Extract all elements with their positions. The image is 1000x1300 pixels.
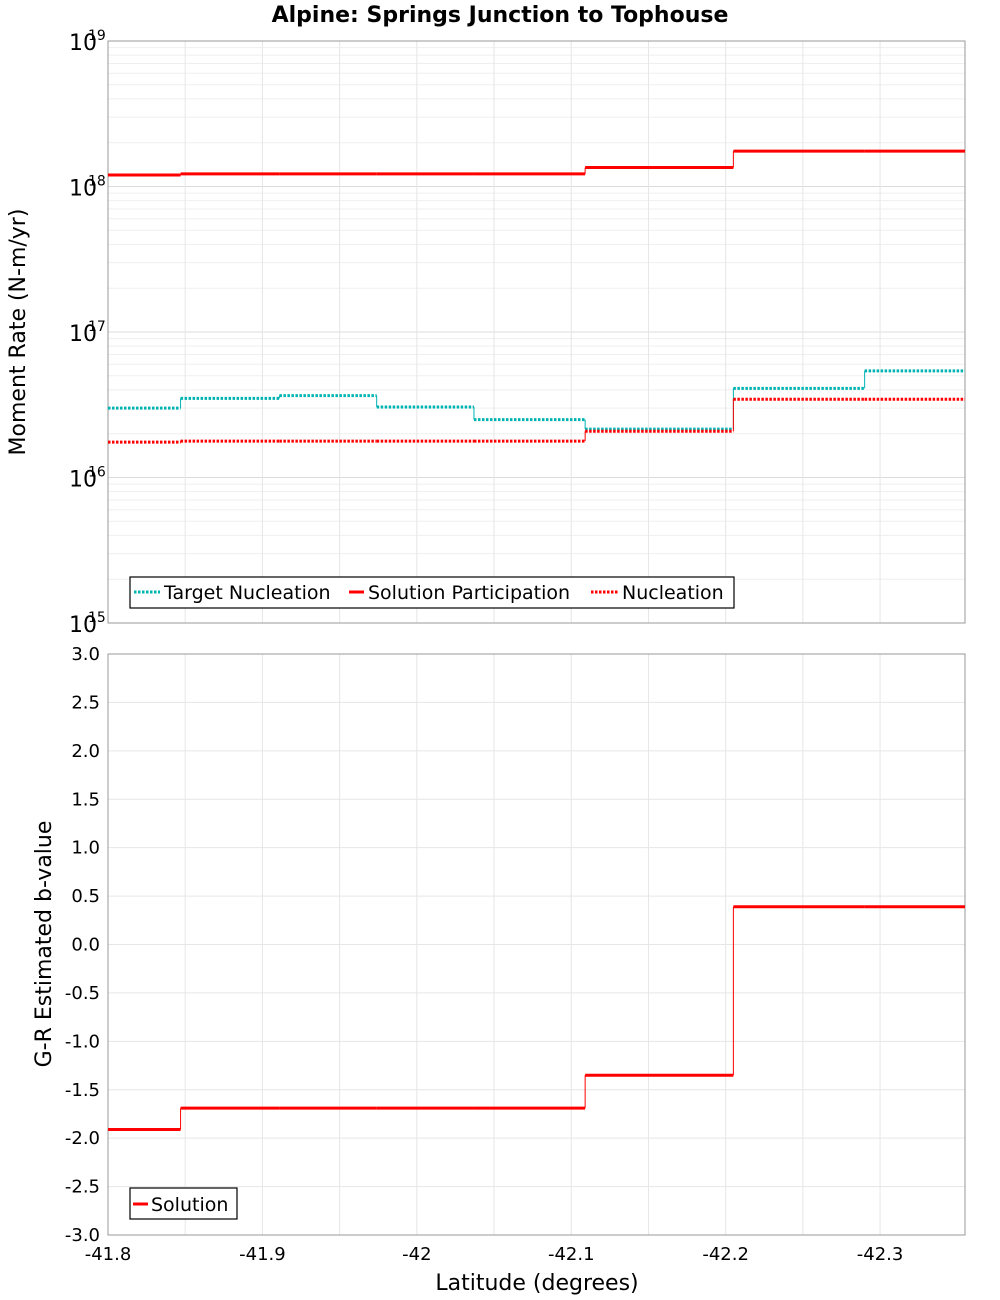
y-tick-label: 1.5 [71,789,100,810]
y-tick-base: 10 [69,177,97,202]
y-tick-exponent: 16 [88,465,106,481]
legend-label-nucleation: Nucleation [622,582,724,604]
y-tick-label: 3.0 [71,644,100,665]
y-tick-base: 10 [69,613,97,638]
x-tick-label: -42.1 [548,1244,595,1265]
y-tick-base: 10 [69,468,97,493]
b-value-grid [107,653,965,1236]
y-tick-exponent: 15 [88,610,106,626]
x-tick-label: -41.9 [239,1244,286,1265]
legend-box [129,1187,238,1220]
latitude-x-axis-label: Latitude (degrees) [435,1271,638,1296]
y-tick-label: 0.0 [71,935,100,956]
y-tick-label: 0.5 [71,886,100,907]
series-nucleation [108,397,965,444]
y-tick-base: 10 [69,322,97,347]
y-tick-label: -1.5 [65,1080,100,1101]
y-tick-label: 2.0 [71,741,100,762]
y-tick-label: 1.0 [71,838,100,859]
latitude-x-ticks: -41.8 -41.9 -42 -42.1 -42.2 -42.3 [85,1244,904,1265]
y-tick-exponent: 18 [88,174,106,190]
y-tick-label: -0.5 [65,983,100,1004]
x-tick-label: -42.3 [857,1244,904,1265]
y-tick-label: -1.0 [65,1031,100,1052]
x-tick-label: -41.8 [85,1244,132,1265]
series-target-nucleation [108,369,965,431]
legend-label-target-nucleation: Target Nucleation [163,582,331,604]
y-tick-exponent: 19 [88,28,106,44]
b-value-legend: Solution [129,1187,238,1220]
legend-label-solution: Solution [151,1194,228,1216]
b-value-plot-frame [107,653,966,1236]
b-value-y-ticks: 3.0 2.5 2.0 1.5 1.0 0.5 0.0 -0.5 -1.0 -1.5 -2.0 -2.… [65,644,100,1246]
x-tick-label: -42 [402,1244,431,1265]
b-value-y-axis-label: G-R Estimated b-value [32,821,57,1068]
y-tick-label: -2.5 [65,1177,100,1198]
b-value-panel: 3.0 2.5 2.0 1.5 1.0 0.5 0.0 -0.5 -1.0 -1.5 -2.0 -2.… [32,644,966,1296]
chart-title: Alpine: Springs Junction to Tophouse [272,3,729,28]
series-solution-participation [108,149,965,177]
legend-box [129,576,735,609]
y-tick-label: 2.5 [71,692,100,713]
moment-rate-grid [107,40,965,624]
y-tick-base: 10 [69,31,97,56]
series-solution [108,905,965,1131]
moment-rate-y-axis-label: Moment Rate (N-m/yr) [6,209,31,456]
y-tick-exponent: 17 [88,319,106,335]
b-value-series [108,905,965,1131]
moment-rate-series [108,149,965,444]
y-tick-label: -3.0 [65,1225,100,1246]
y-tick-label: -2.0 [65,1128,100,1149]
moment-rate-legend: Target Nucleation Solution Participation… [129,576,735,609]
x-tick-label: -42.2 [702,1244,749,1265]
legend-label-solution-participation: Solution Participation [368,582,570,604]
moment-rate-plot-frame [107,40,966,624]
